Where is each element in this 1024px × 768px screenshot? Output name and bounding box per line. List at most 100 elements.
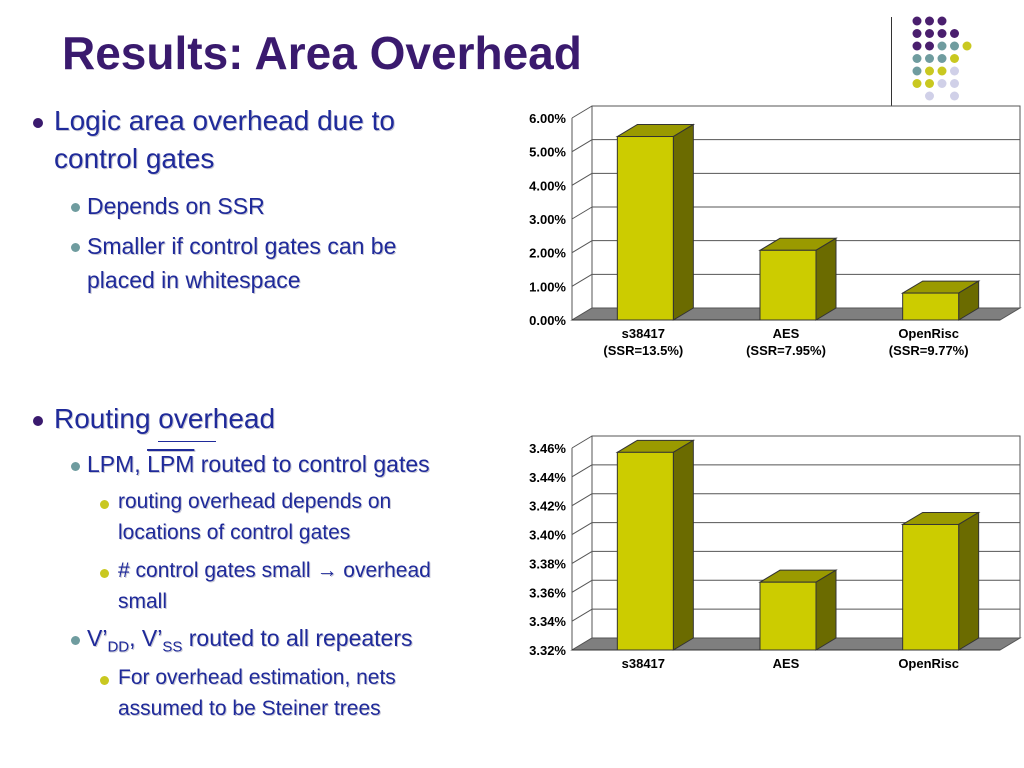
routing-chart-gridline-side: [571, 550, 593, 564]
bullet-steiner-trees-cont: assumed to be Steiner trees: [118, 697, 381, 720]
routing-chart-gridline-side: [571, 608, 593, 622]
routing-chart-xtick-label: s38417: [622, 656, 665, 671]
bullet-dot: [33, 118, 43, 128]
decor-dot: [912, 29, 922, 38]
routing-chart-xtick-label: AES: [773, 656, 800, 671]
routing-chart-gridline-side: [571, 464, 593, 478]
area-chart-ytick-label: 2.00%: [529, 246, 566, 261]
area-chart-gridline-side: [571, 139, 593, 153]
bullet-routing-depends-cont: locations of control gates: [118, 521, 351, 544]
routing-chart-ytick-label: 3.40%: [529, 528, 566, 543]
area-chart-xtick-label: s38417: [622, 326, 665, 341]
area-chart-gridline-side: [571, 273, 593, 287]
bullet-dot: [100, 500, 109, 509]
right-arrow-icon: →: [316, 559, 338, 582]
bullet-dot: [71, 636, 80, 645]
decor-dot: [937, 41, 947, 51]
decor-dot: [962, 41, 972, 51]
decor-dot: [912, 79, 922, 88]
routing-chart-ytick-label: 3.46%: [529, 441, 566, 456]
area-chart-bar-AES: [759, 249, 817, 321]
decor-dot: [950, 41, 959, 51]
routing-chart-ytick-label: 3.42%: [529, 499, 566, 514]
area-chart-gridline-side: [571, 105, 593, 119]
bullet-dot: [33, 416, 43, 426]
decor-dot: [950, 54, 959, 63]
bullet-lpm-routed: LPM, LPM routed to control gates: [87, 451, 430, 478]
decor-dot: [937, 29, 947, 38]
vss-prefix: , V’: [129, 625, 163, 651]
decor-dot: [937, 66, 947, 76]
bullet-vdd-vss: V’DD, V’SS routed to all repeaters: [87, 625, 413, 656]
routing-chart-ytick-label: 3.44%: [529, 470, 566, 485]
lpm-text: LPM,: [87, 451, 141, 477]
decor-dot: [950, 66, 959, 76]
area-overhead-chart: 0.00% 1.00% 2.00% 3.00% 4.00% 5.00% 6.00% s3841…: [529, 105, 1022, 358]
routing-chart-bar-side-s38417: [672, 439, 694, 651]
area-chart-ytick-label: 4.00%: [529, 178, 566, 193]
bullet-dot: [100, 676, 109, 685]
routing-chart-gridline-side: [571, 493, 593, 507]
bullet-steiner-trees: For overhead estimation, nets: [118, 666, 396, 689]
decor-dot: [950, 79, 959, 88]
area-chart-xtick-label: AES: [773, 326, 800, 341]
area-chart-bar-side-AES: [815, 237, 837, 321]
decor-dot: [925, 54, 934, 63]
routing-chart-xtick-label: OpenRisc: [898, 656, 959, 671]
routed-to-control-text: routed to control gates: [200, 451, 430, 477]
decor-dot: [912, 54, 922, 63]
bullet-routing-depends: routing overhead depends on: [118, 490, 392, 513]
control-gates-small-text: # control gates small: [118, 559, 311, 582]
routing-underline: [158, 441, 216, 442]
decor-dot: [937, 16, 947, 26]
bullet-smaller-whitespace: Smaller if control gates can be: [87, 233, 397, 259]
bullet-logic-area: Logic area overhead due to: [54, 105, 395, 136]
decor-dot: [912, 16, 922, 26]
overhead-text: overhead: [343, 559, 431, 582]
bullet-logic-area-cont: control gates: [54, 143, 215, 174]
area-chart-ytick-label: 5.00%: [529, 145, 566, 160]
area-chart-ytick-label: 3.00%: [529, 212, 566, 227]
area-chart-xtick-sublabel: (SSR=9.77%): [889, 343, 969, 358]
routed-repeaters-text: routed to all repeaters: [188, 625, 413, 651]
decor-dot: [925, 29, 934, 38]
decor-dot-grid: [912, 16, 972, 101]
decor-vertical-line: [891, 17, 892, 109]
vdd-prefix: V’: [87, 625, 108, 651]
routing-overhead-chart: 3.32% 3.34% 3.36% 3.38% 3.40% 3.42% 3.44% 3.46%…: [529, 435, 1022, 671]
area-chart-ytick-label: 0.00%: [529, 313, 566, 328]
decor-dot: [925, 91, 934, 101]
decor-dot: [912, 66, 922, 76]
decor-dot: [950, 91, 959, 101]
lpm-bar-text: LPM: [147, 451, 195, 477]
vdd-subscript: DD: [107, 638, 130, 656]
routing-chart-ytick-label: 3.34%: [529, 614, 566, 629]
decor-dot: [937, 79, 947, 88]
bullet-depends-ssr: Depends on SSR: [87, 193, 265, 219]
routing-chart-gridline-side: [571, 522, 593, 536]
bullet-dot: [71, 243, 80, 252]
area-chart-gridline-side: [571, 172, 593, 186]
bullet-dot: [71, 462, 80, 471]
area-chart-gridline-side: [571, 206, 593, 220]
routing-chart-bar-side-AES: [815, 569, 837, 651]
decor-dot: [925, 66, 934, 76]
routing-chart-ytick-label: 3.38%: [529, 556, 566, 571]
routing-chart-gridline-side: [571, 579, 593, 593]
routing-chart-bar-AES: [759, 581, 817, 651]
routing-chart-ytick-label: 3.36%: [529, 585, 566, 600]
routing-chart-gridline-side: [571, 435, 593, 449]
decor-dot: [925, 79, 934, 88]
routing-chart-bar-s38417: [616, 451, 674, 651]
decor-dot: [937, 54, 947, 63]
decor-dot: [925, 41, 934, 51]
vss-subscript: SS: [162, 638, 183, 656]
area-chart-gridline-side: [571, 240, 593, 254]
decor-dot: [950, 29, 959, 38]
area-chart-bar-s38417: [616, 136, 674, 321]
area-chart-bar-OpenRisc: [902, 292, 960, 321]
decor-dot: [925, 16, 934, 26]
bullet-smaller-whitespace-cont: placed in whitespace: [87, 267, 301, 293]
slide-title: Results: Area Overhead: [62, 27, 582, 79]
routing-chart-ytick-label: 3.32%: [529, 643, 566, 658]
